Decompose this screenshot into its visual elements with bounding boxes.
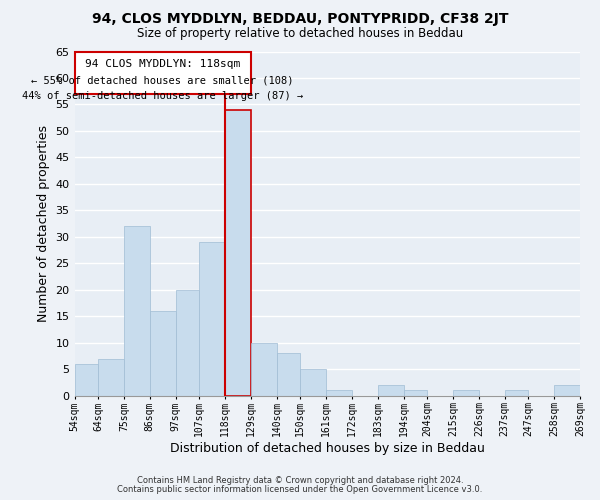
Text: Contains public sector information licensed under the Open Government Licence v3: Contains public sector information licen… [118, 484, 482, 494]
Bar [150, 311, 176, 396]
Bar [199, 242, 225, 396]
Bar [251, 342, 277, 396]
Text: ← 55% of detached houses are smaller (108): ← 55% of detached houses are smaller (10… [31, 76, 294, 86]
Bar [124, 226, 150, 396]
Text: 94, CLOS MYDDLYN, BEDDAU, PONTYPRIDD, CF38 2JT: 94, CLOS MYDDLYN, BEDDAU, PONTYPRIDD, CF… [92, 12, 508, 26]
Text: 44% of semi-detached houses are larger (87) →: 44% of semi-detached houses are larger (… [22, 91, 304, 101]
X-axis label: Distribution of detached houses by size in Beddau: Distribution of detached houses by size … [170, 442, 485, 455]
Bar [277, 354, 300, 396]
Bar [326, 390, 352, 396]
Text: Size of property relative to detached houses in Beddau: Size of property relative to detached ho… [137, 28, 463, 40]
Bar [74, 364, 98, 396]
Bar [176, 290, 199, 396]
Y-axis label: Number of detached properties: Number of detached properties [37, 125, 50, 322]
Text: 94 CLOS MYDDLYN: 118sqm: 94 CLOS MYDDLYN: 118sqm [85, 60, 241, 70]
Bar [300, 369, 326, 396]
Bar [225, 110, 251, 396]
Bar [378, 385, 404, 396]
Text: Contains HM Land Registry data © Crown copyright and database right 2024.: Contains HM Land Registry data © Crown c… [137, 476, 463, 485]
Bar [404, 390, 427, 396]
Bar [554, 385, 580, 396]
Bar [98, 358, 124, 396]
Bar [453, 390, 479, 396]
Bar [505, 390, 528, 396]
Bar [74, 52, 251, 94]
